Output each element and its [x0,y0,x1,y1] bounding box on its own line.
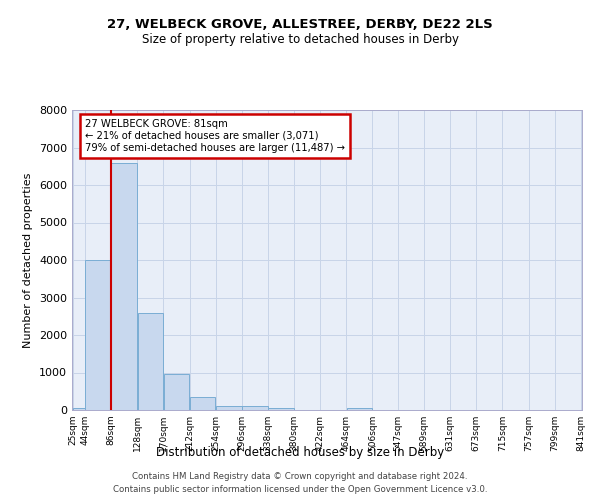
Bar [242,406,268,410]
Bar [73,408,85,410]
Text: 27 WELBECK GROVE: 81sqm
← 21% of detached houses are smaller (3,071)
79% of semi: 27 WELBECK GROVE: 81sqm ← 21% of detache… [85,120,345,152]
Bar [112,162,137,410]
Text: Distribution of detached houses by size in Derby: Distribution of detached houses by size … [156,446,444,459]
Bar [85,260,111,410]
Bar [216,406,242,410]
Bar [164,374,189,410]
Text: Contains public sector information licensed under the Open Government Licence v3: Contains public sector information licen… [113,485,487,494]
Bar [347,408,372,410]
Text: 27, WELBECK GROVE, ALLESTREE, DERBY, DE22 2LS: 27, WELBECK GROVE, ALLESTREE, DERBY, DE2… [107,18,493,30]
Bar [268,408,294,410]
Text: Size of property relative to detached houses in Derby: Size of property relative to detached ho… [142,32,458,46]
Bar [190,397,215,410]
Bar [137,312,163,410]
Text: Contains HM Land Registry data © Crown copyright and database right 2024.: Contains HM Land Registry data © Crown c… [132,472,468,481]
Y-axis label: Number of detached properties: Number of detached properties [23,172,34,348]
